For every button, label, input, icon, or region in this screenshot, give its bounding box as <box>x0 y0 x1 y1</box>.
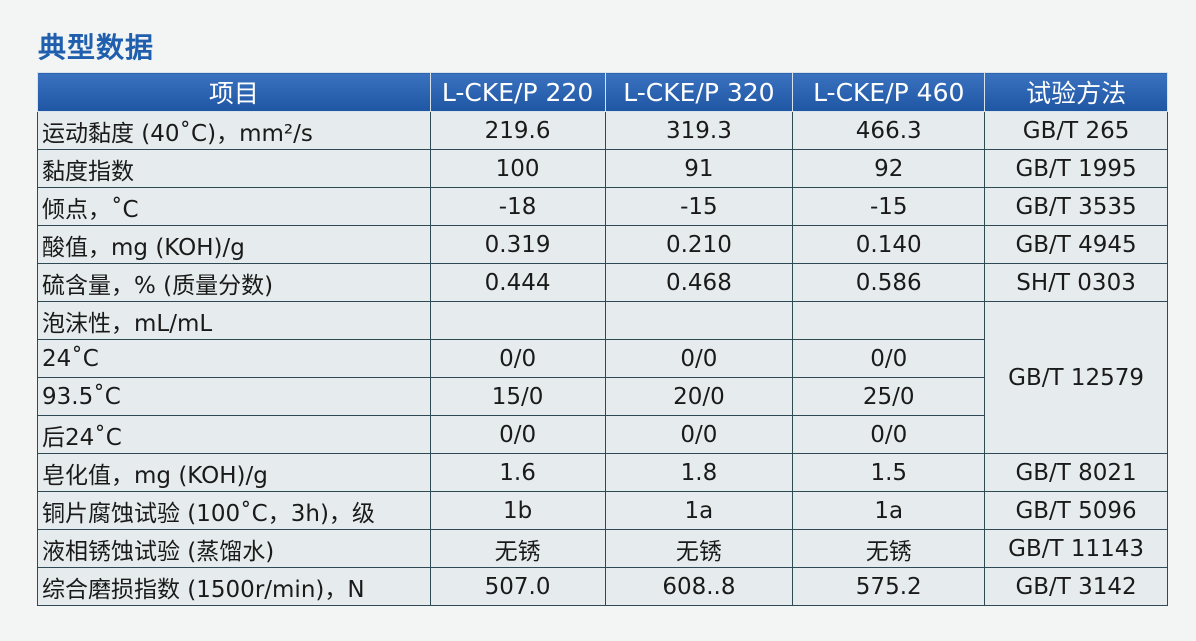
value-cell: 466.3 <box>792 111 986 150</box>
title: 典型数据 <box>38 31 155 64</box>
header-cell: L-CKE/P 320 <box>604 72 794 112</box>
value-cell: 无锈 <box>429 529 606 568</box>
method-cell: GB/T 4945 <box>984 225 1168 264</box>
item-cell: 倾点，˚C <box>37 187 431 226</box>
value-cell: 0.444 <box>429 263 606 302</box>
value-cell: -15 <box>792 187 986 226</box>
value-cell: 1.8 <box>604 453 794 492</box>
value-cell: 0.586 <box>792 263 986 302</box>
value-cell: -15 <box>604 187 794 226</box>
value-cell: 25/0 <box>792 377 986 416</box>
table-row: 皂化值，mg (KOH)/g 1.6 1.8 1.5 GB/T 8021 <box>37 453 1168 492</box>
value-cell: 608..8 <box>604 567 794 606</box>
header-cell: 项目 <box>37 72 431 112</box>
value-cell: 219.6 <box>429 111 606 150</box>
method-cell: GB/T 265 <box>984 111 1168 150</box>
method-cell: GB/T 1995 <box>984 149 1168 188</box>
value-cell: 507.0 <box>429 567 606 606</box>
method-cell: GB/T 3535 <box>984 187 1168 226</box>
value-cell: 0/0 <box>792 415 986 454</box>
header-cell: 试验方法 <box>984 72 1168 112</box>
item-cell: 黏度指数 <box>37 149 431 188</box>
value-cell: -18 <box>429 187 606 226</box>
value-cell: 1b <box>429 491 606 530</box>
value-cell: 0/0 <box>604 415 794 454</box>
value-cell: 575.2 <box>792 567 986 606</box>
value-cell: 无锈 <box>604 529 794 568</box>
value-cell: 100 <box>429 149 606 188</box>
method-cell: SH/T 0303 <box>984 263 1168 302</box>
value-cell: 无锈 <box>792 529 986 568</box>
item-cell: 93.5˚C <box>37 377 431 416</box>
table-row: 后24˚C 0/0 0/0 0/0 <box>37 415 1168 454</box>
value-cell: 0/0 <box>429 415 606 454</box>
value-cell: 1a <box>604 491 794 530</box>
item-cell: 后24˚C <box>37 415 431 454</box>
method-cell: GB/T 3142 <box>984 567 1168 606</box>
empty-cell <box>792 301 986 340</box>
value-cell: 91 <box>604 149 794 188</box>
item-cell: 酸值，mg (KOH)/g <box>37 225 431 264</box>
value-cell: 0.140 <box>792 225 986 264</box>
table-row: 黏度指数 100 91 92 GB/T 1995 <box>37 149 1168 188</box>
value-cell: 1.5 <box>792 453 986 492</box>
item-cell: 24˚C <box>37 339 431 378</box>
value-cell: 1.6 <box>429 453 606 492</box>
value-cell: 0/0 <box>429 339 606 378</box>
empty-cell <box>429 301 606 340</box>
table-row: 运动黏度 (40˚C)，mm²/s 219.6 319.3 466.3 GB/T 265 <box>37 111 1168 150</box>
method-cell: GB/T 12579 <box>984 301 1168 454</box>
value-cell: 0/0 <box>604 339 794 378</box>
data-table: 项目 L-CKE/P 220 L-CKE/P 320 L-CKE/P 460 试验方法 … <box>37 72 1168 606</box>
table-row: 倾点，˚C -18 -15 -15 GB/T 3535 <box>37 187 1168 226</box>
value-cell: 1a <box>792 491 986 530</box>
item-cell: 综合磨损指数 (1500r/min)，N <box>37 567 431 606</box>
value-cell: 319.3 <box>604 111 794 150</box>
method-cell: GB/T 8021 <box>984 453 1168 492</box>
table-row: 液相锈蚀试验 (蒸馏水) 无锈 无锈 无锈 GB/T 11143 <box>37 529 1168 568</box>
table-row: 硫含量，% (质量分数) 0.444 0.468 0.586 SH/T 0303 <box>37 263 1168 302</box>
item-cell: 运动黏度 (40˚C)，mm²/s <box>37 111 431 150</box>
value-cell: 0/0 <box>792 339 986 378</box>
item-cell: 液相锈蚀试验 (蒸馏水) <box>37 529 431 568</box>
table-row: 泡沫性，mL/mL GB/T 12579 <box>37 301 1168 454</box>
header-cell: L-CKE/P 460 <box>792 72 986 112</box>
value-cell: 0.468 <box>604 263 794 302</box>
table-row: 酸值，mg (KOH)/g 0.319 0.210 0.140 GB/T 4945 <box>37 225 1168 264</box>
value-cell: 0.210 <box>604 225 794 264</box>
method-cell: GB/T 11143 <box>984 529 1168 568</box>
value-cell: 15/0 <box>429 377 606 416</box>
value-cell: 20/0 <box>604 377 794 416</box>
value-cell: 92 <box>792 149 986 188</box>
item-cell: 皂化值，mg (KOH)/g <box>37 453 431 492</box>
table-row: 综合磨损指数 (1500r/min)，N 507.0 608..8 575.2 GB/T… <box>37 567 1168 606</box>
empty-cell <box>604 301 794 340</box>
header-row: 项目 L-CKE/P 220 L-CKE/P 320 L-CKE/P 460 试验方法 <box>37 72 1168 112</box>
value-cell: 0.319 <box>429 225 606 264</box>
header-cell: L-CKE/P 220 <box>429 72 606 112</box>
table-row: 铜片腐蚀试验 (100˚C，3h)，级 1b 1a 1a GB/T 5096 <box>37 491 1168 530</box>
item-cell: 泡沫性，mL/mL <box>37 301 431 340</box>
item-cell: 铜片腐蚀试验 (100˚C，3h)，级 <box>37 491 431 530</box>
item-cell: 硫含量，% (质量分数) <box>37 263 431 302</box>
method-cell: GB/T 5096 <box>984 491 1168 530</box>
